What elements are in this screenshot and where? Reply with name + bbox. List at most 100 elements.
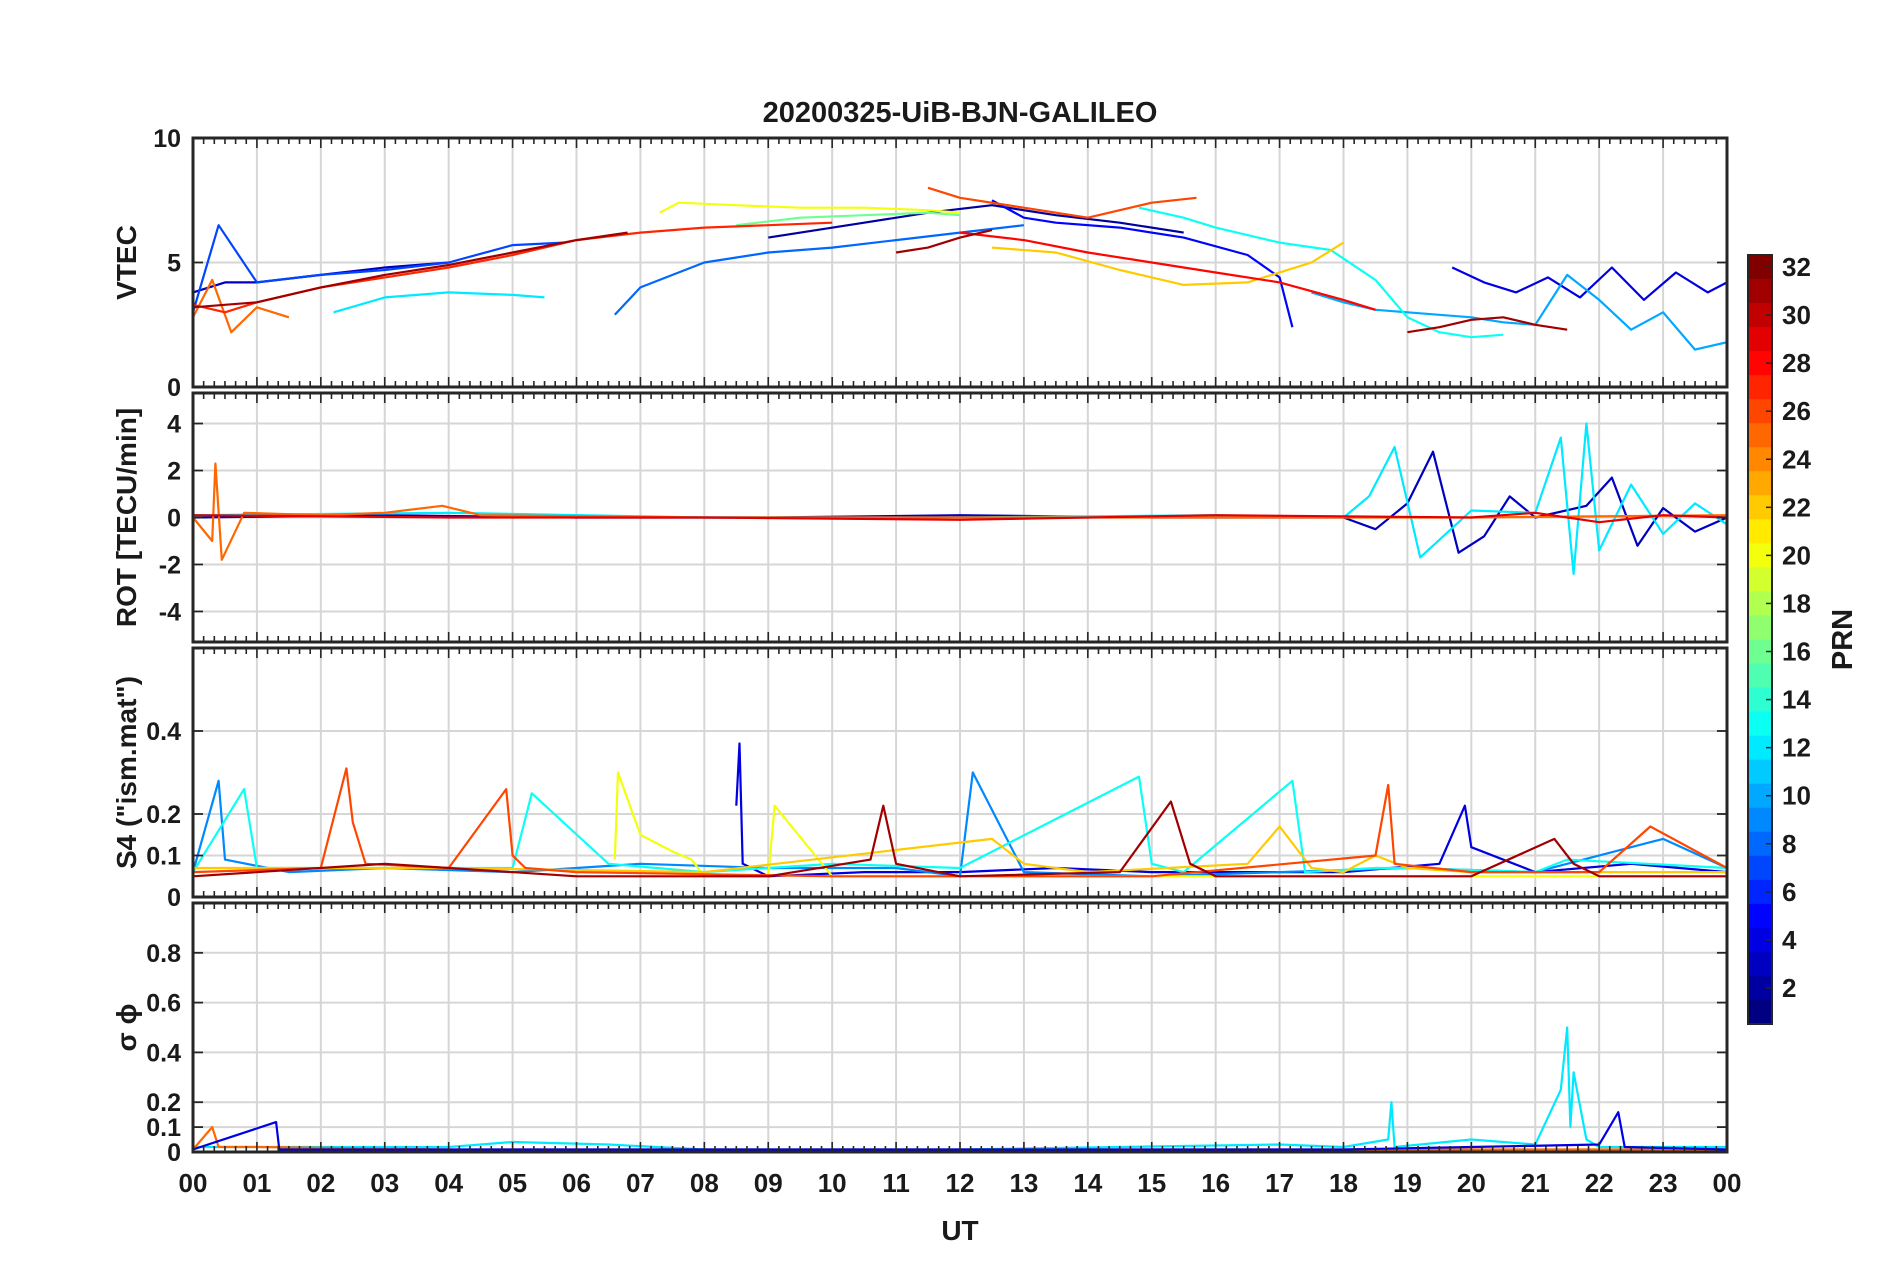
series-line-prn-4 <box>1451 266 1727 301</box>
series-line-prn-2 <box>768 204 1184 239</box>
series-line-prn-31 <box>193 800 1727 878</box>
y-tick-label: -2 <box>159 551 181 579</box>
x-tick-label: 22 <box>1585 1168 1614 1198</box>
colorbar-segment <box>1748 807 1772 833</box>
x-tick-label: 10 <box>818 1168 847 1198</box>
y-tick-label: 0.8 <box>146 940 181 968</box>
colorbar-tick-label: 2 <box>1782 973 1796 1003</box>
x-tick-label: 05 <box>498 1168 527 1198</box>
colorbar-segment <box>1748 375 1772 400</box>
colorbar-segment <box>1748 903 1772 929</box>
panel-rot: -4 -2 0 2 4 ROT [TECU/min] <box>111 391 1729 644</box>
x-tick-label: 23 <box>1649 1168 1678 1198</box>
y-tick-label: 2 <box>167 458 181 486</box>
colorbar-tick-label: 10 <box>1782 781 1811 811</box>
x-tick-label: 14 <box>1073 1168 1102 1198</box>
series-line-prn-27 <box>193 221 833 314</box>
colorbar-tick-label: 4 <box>1782 925 1797 955</box>
y-tick-label: 4 <box>167 411 181 439</box>
y-tick-label: 0 <box>167 505 181 533</box>
colorbar-tick-label: 12 <box>1782 733 1811 763</box>
x-axis-label: UT <box>941 1215 978 1246</box>
y-tick-label: 0.6 <box>146 990 181 1018</box>
series-group <box>193 186 1727 351</box>
series-line-prn-29 <box>193 511 1727 524</box>
colorbar-tick-label: 6 <box>1782 877 1796 907</box>
colorbar-segment <box>1748 999 1772 1025</box>
y-tick-label: 0.2 <box>146 1089 181 1117</box>
series-line-prn-20 <box>659 201 961 214</box>
x-tick-label: 17 <box>1265 1168 1294 1198</box>
colorbar-segment <box>1748 567 1772 593</box>
x-tick-label: 03 <box>370 1168 399 1198</box>
series-line-prn-13 <box>1138 206 1504 339</box>
series-line-prn-31 <box>895 229 993 254</box>
chart-title: 20200325-UiB-BJN-GALILEO <box>763 97 1158 129</box>
colorbar-segment <box>1748 615 1772 641</box>
x-tick-label: 18 <box>1329 1168 1358 1198</box>
y-tick-label: -4 <box>159 598 181 626</box>
panel-vtec: 0 5 10 VTEC <box>111 125 1729 402</box>
x-tick-label: 08 <box>690 1168 719 1198</box>
y-tick-label: 0.4 <box>146 718 181 746</box>
y-tick-label: 0.1 <box>146 1114 181 1142</box>
colorbar-segment <box>1748 759 1772 785</box>
colorbar-tick-label: 8 <box>1782 829 1796 859</box>
series-line-prn-8 <box>613 224 1025 316</box>
colorbar-segment <box>1748 471 1772 496</box>
y-axis-label: σ ϕ <box>111 1004 142 1052</box>
y-tick-label: 0.2 <box>146 801 181 829</box>
x-tick-label: 15 <box>1137 1168 1166 1198</box>
y-axis-label: ROT [TECU/min] <box>111 408 142 627</box>
colorbar-segment <box>1748 855 1772 881</box>
series-line-prn-22 <box>991 241 1345 286</box>
colorbar-tick-label: 26 <box>1782 396 1811 426</box>
x-tick-label: 12 <box>946 1168 975 1198</box>
x-tick-label: 02 <box>306 1168 335 1198</box>
x-tick-label: 13 <box>1009 1168 1038 1198</box>
series-line-prn-26 <box>193 767 1727 878</box>
y-axis-label: S4 ("ism.mat") <box>111 676 142 869</box>
colorbar-label: PRN <box>1827 609 1859 670</box>
y-axis-label: VTEC <box>111 225 142 300</box>
colorbar-tick-label: 22 <box>1782 492 1811 522</box>
x-tick-label: 21 <box>1521 1168 1550 1198</box>
colorbar-tick-label: 18 <box>1782 588 1811 618</box>
y-tick-label: 0 <box>167 884 181 912</box>
series-line-prn-7 <box>193 224 564 313</box>
colorbar-tick-label: 16 <box>1782 637 1811 667</box>
y-tick-label: 0 <box>167 1139 181 1167</box>
y-tick-label: 10 <box>153 125 181 153</box>
x-tick-label: 20 <box>1457 1168 1486 1198</box>
series-line-prn-16 <box>736 211 961 227</box>
colorbar-segment <box>1748 279 1772 304</box>
colorbar-segment <box>1748 711 1772 737</box>
series-line-prn-31 <box>1407 316 1568 334</box>
colorbar-segment <box>1748 663 1772 689</box>
colorbar-frame <box>1747 254 1773 1025</box>
series-line-prn-12 <box>333 291 545 314</box>
x-tick-label: 16 <box>1201 1168 1230 1198</box>
colorbar-segment <box>1748 951 1772 977</box>
x-tick-label: 00 <box>1713 1168 1742 1198</box>
y-tick-label: 0.4 <box>146 1039 181 1067</box>
panel-s4: 0 0.1 0.2 0.4S4 ("ism.mat") <box>111 646 1729 912</box>
series-line-prn-12 <box>193 1026 1727 1151</box>
y-tick-label: 0.1 <box>146 843 181 871</box>
x-tick-label: 07 <box>626 1168 655 1198</box>
x-tick-label: 00 <box>179 1168 208 1198</box>
series-group <box>193 742 1727 878</box>
colorbar-tick-label: 28 <box>1782 348 1811 378</box>
series-line-prn-10 <box>1311 273 1727 351</box>
colorbar-tick-label: 20 <box>1782 540 1811 570</box>
x-tick-label: 06 <box>562 1168 591 1198</box>
colorbar-tick-label: 24 <box>1782 444 1811 474</box>
colorbar-tick-label: 30 <box>1782 300 1811 330</box>
x-tick-label: 09 <box>754 1168 783 1198</box>
series-line-prn-25 <box>193 462 1727 561</box>
x-tick-label: 01 <box>242 1168 271 1198</box>
series-line-prn-28 <box>959 231 1376 311</box>
